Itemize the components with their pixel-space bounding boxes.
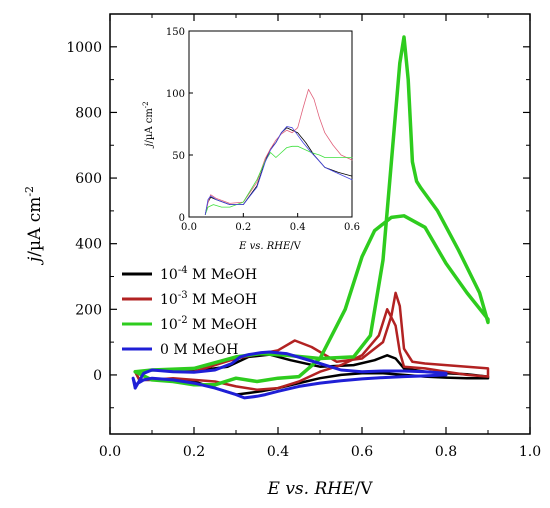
legend-label-1: 10-4 M MeOH: [160, 265, 257, 283]
main-y-tick-label: 400: [75, 237, 102, 253]
main-y-tick-label: 0: [93, 368, 102, 384]
main-x-tick-label: 0.0: [99, 444, 121, 460]
main-y-tick-label: 600: [75, 171, 102, 187]
inset-ticks-group: 0.0 0.2 0.4 0.6 0 50 100 150: [166, 27, 360, 233]
inset-plot-background: [189, 31, 352, 217]
main-x-tick-label: 0.4: [267, 444, 289, 460]
main-series-line-2: [133, 291, 490, 391]
inset-x-axis-title: E vs. RHE/V: [238, 241, 302, 252]
main-series-line-3: [133, 35, 490, 387]
main-x-tick-label: 0.2: [183, 444, 205, 460]
inset-y-tick-label: 100: [166, 89, 185, 100]
main-y-tick-label: 800: [75, 105, 102, 121]
main-x-axis-title: E vs. RHE/V: [267, 479, 374, 499]
main-y-axis-title: j/µA cm-2: [23, 186, 45, 266]
inset-x-tick-label: 0.2: [235, 222, 251, 233]
inset-y-tick-label: 50: [172, 151, 185, 162]
inset-series-line-2: [204, 88, 353, 215]
legend-label-2: 10-3 M MeOH: [160, 290, 257, 308]
inset-y-tick-label: 150: [166, 27, 185, 38]
main-series-group: [131, 35, 490, 400]
inset-y-tick-label: 0: [179, 213, 185, 224]
main-series-line-4: [131, 350, 448, 400]
legend-label-4: 0 M MeOH: [160, 342, 238, 358]
legend: 10-4 M MeOH 10-3 M MeOH 10-2 M MeOH 0 M MeO…: [122, 265, 257, 358]
main-y-tick-label: 1000: [66, 40, 102, 56]
inset-x-tick-label: 0.4: [290, 222, 306, 233]
main-y-tick-label: 200: [75, 302, 102, 318]
legend-label-3: 10-2 M MeOH: [160, 315, 257, 333]
main-x-tick-label: 0.6: [351, 444, 373, 460]
inset-plot-frame: [188, 30, 353, 218]
inset-series-line-3: [204, 145, 353, 215]
main-x-tick-label: 0.8: [435, 444, 457, 460]
inset-series-group: [204, 88, 353, 215]
main-x-tick-label: 1.0: [519, 444, 541, 460]
inset-y-axis-title: j/µA cm-2: [142, 101, 155, 148]
inset-chart: 0.0 0.2 0.4 0.6 0 50 100 150 j/µA cm-2 E vs. RH…: [142, 27, 360, 252]
inset-x-tick-label: 0.6: [344, 222, 360, 233]
inset-series-line-4: [204, 126, 353, 215]
inset-x-tick-label: 0.0: [181, 222, 197, 233]
